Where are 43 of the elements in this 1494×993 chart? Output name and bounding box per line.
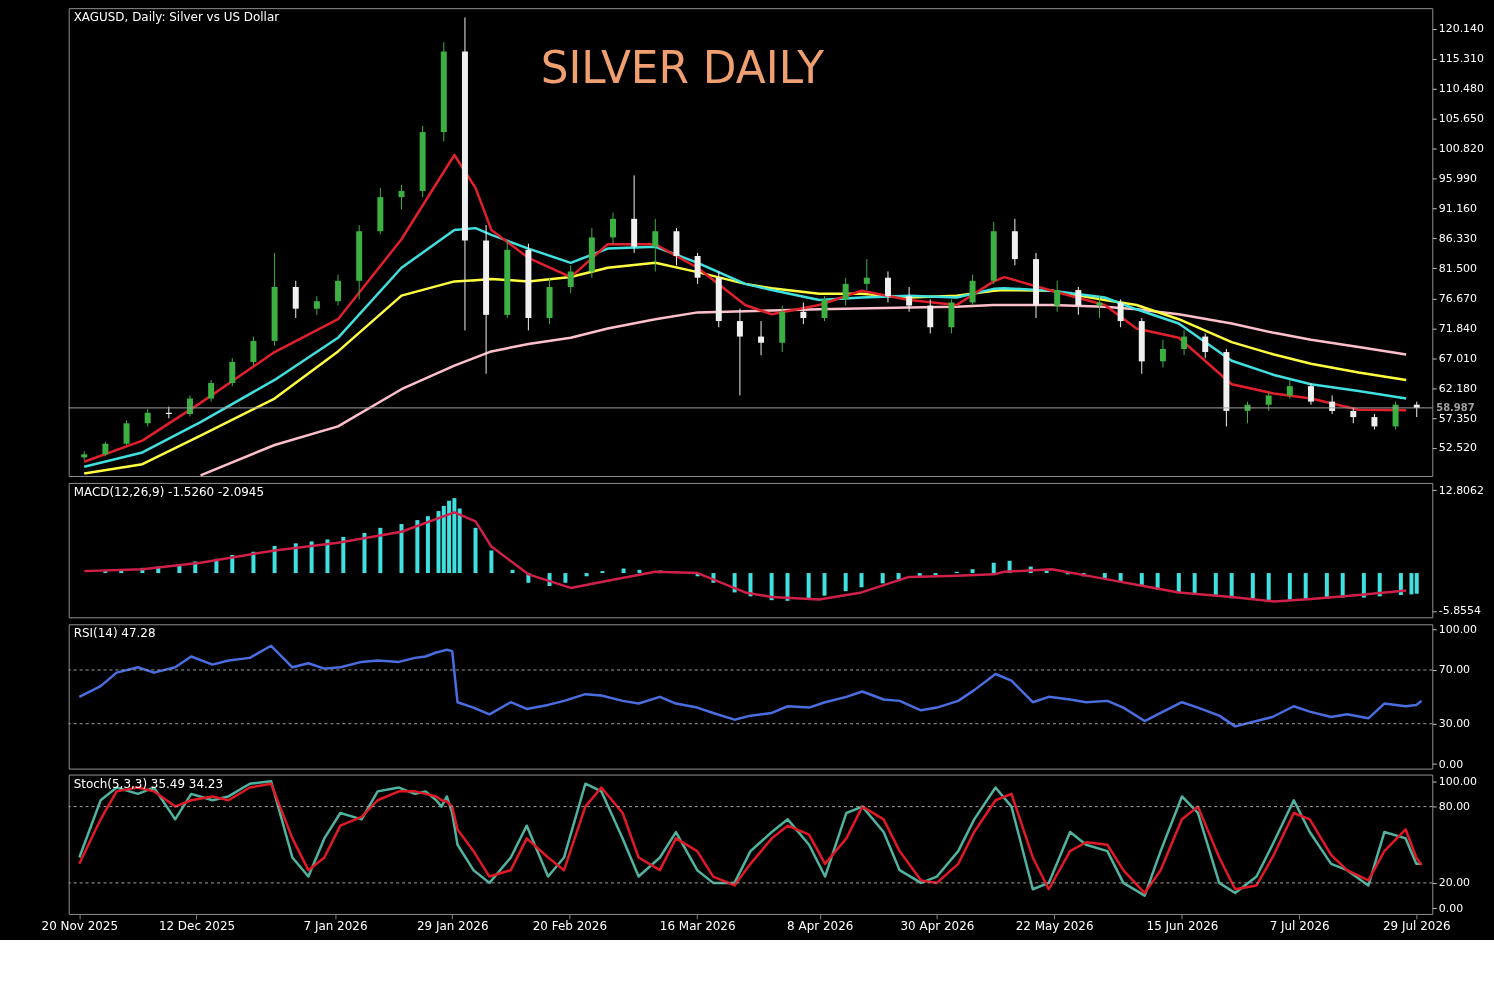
x-tick-label: 29 Jan 2026	[416, 919, 489, 934]
x-tick-label: 7 Jan 2026	[303, 919, 368, 934]
y-tick-label: 67.010	[1438, 351, 1478, 365]
y-tick-label: 115.310	[1438, 52, 1485, 66]
x-tick-label: 22 May 2026	[1015, 919, 1094, 934]
x-tick-label: 20 Nov 2025	[41, 919, 119, 934]
x-tick-label: 7 Jul 2026	[1269, 919, 1330, 934]
y-tick-label: 0.00	[1438, 757, 1464, 771]
y-tick-label: 52.520	[1438, 441, 1478, 455]
x-tick-label: 12 Dec 2025	[158, 919, 236, 934]
y-tick-label: 76.670	[1438, 291, 1478, 305]
y-tick-label: 20.00	[1438, 876, 1471, 890]
annotation: SILVER DAILY	[540, 41, 825, 93]
y-tick-label: 71.840	[1438, 321, 1478, 335]
chart-title: MACD(12,26,9) -1.5260 -2.0945	[73, 484, 265, 499]
x-tick-label: 8 Apr 2026	[787, 919, 854, 934]
x-tick-label: 30 Apr 2026	[900, 919, 975, 934]
x-tick-label: 15 Jun 2026	[1146, 919, 1219, 934]
chart-title: Stoch(5,3,3) 35.49 34.23	[73, 776, 223, 791]
y-tick-label: 120.140	[1438, 22, 1485, 36]
y-tick-label: 100.00	[1438, 623, 1478, 637]
y-tick-label: 0.00	[1438, 901, 1464, 915]
ref-line-label: 58.987	[1436, 401, 1475, 413]
y-tick-label: 100.820	[1438, 142, 1485, 156]
y-tick-label: 57.350	[1438, 411, 1478, 425]
y-tick-label: 12.8062	[1438, 483, 1484, 497]
x-tick-label: 29 Jul 2026	[1383, 919, 1451, 934]
x-tick-label: 20 Feb 2026	[532, 919, 608, 934]
y-tick-label: 86.330	[1438, 231, 1478, 245]
y-tick-label: 110.480	[1438, 82, 1485, 96]
chart-title: XAGUSD, Daily: Silver vs US Dollar	[73, 10, 280, 25]
y-tick-label: 95.990	[1438, 172, 1478, 186]
y-tick-label: 30.00	[1438, 717, 1471, 731]
y-tick-label: 62.180	[1438, 381, 1478, 395]
y-tick-label: 100.00	[1438, 774, 1478, 788]
y-tick-label: -5.8554	[1438, 604, 1482, 618]
y-tick-label: 81.500	[1438, 261, 1478, 275]
y-tick-label: 80.00	[1438, 800, 1471, 814]
x-tick-label: 16 Mar 2026	[659, 919, 736, 934]
y-tick-label: 70.00	[1438, 663, 1471, 677]
chart-title: RSI(14) 47.28	[73, 626, 156, 641]
y-tick-label: 105.650	[1438, 112, 1485, 126]
y-tick-label: 91.160	[1438, 202, 1478, 216]
